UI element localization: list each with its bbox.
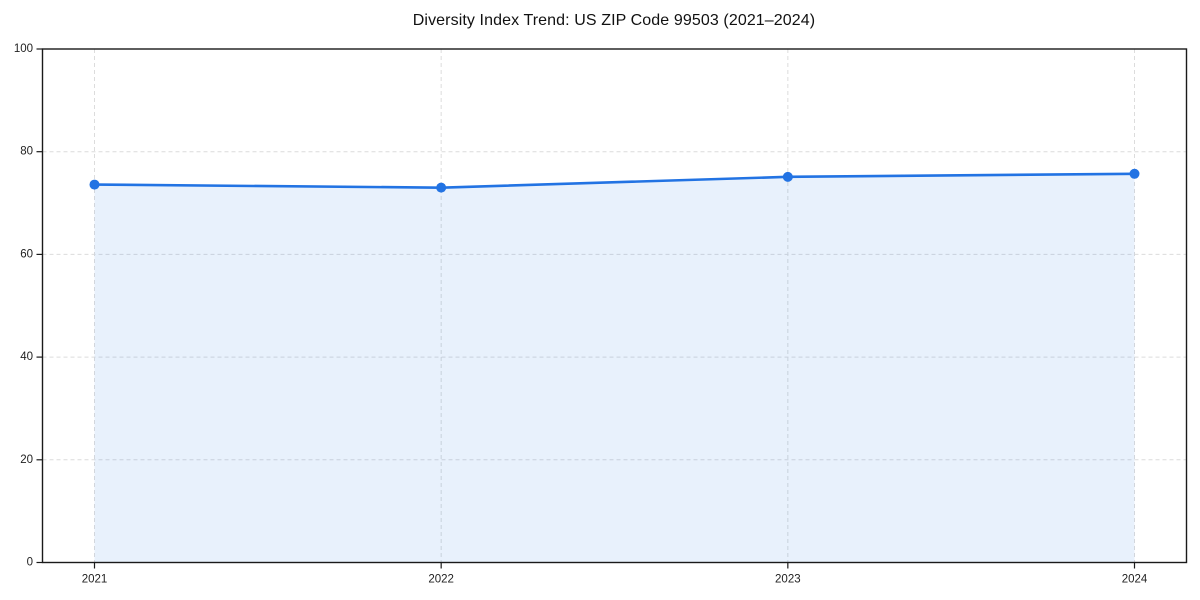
y-tick-label: 40 [20, 351, 33, 363]
chart-title: Diversity Index Trend: US ZIP Code 99503… [412, 12, 816, 29]
area-fill [94, 173, 1135, 563]
x-tick-label: 2022 [428, 574, 454, 586]
trend-line [93, 172, 1136, 189]
y-tick-label: 20 [20, 454, 33, 466]
data-point-marker [436, 182, 447, 193]
x-tick-label: 2021 [82, 574, 108, 586]
y-tick-label: 100 [14, 43, 33, 55]
y-tick-label: 0 [27, 557, 33, 569]
plot-border [41, 48, 1188, 564]
x-tick-label: 2023 [775, 574, 801, 586]
y-tick-label: 80 [20, 146, 33, 158]
x-tick-label: 2024 [1122, 574, 1148, 586]
data-point-marker [1129, 168, 1140, 179]
data-point-marker [89, 179, 100, 190]
data-point-marker [782, 171, 793, 182]
y-tick-label: 60 [20, 248, 33, 260]
